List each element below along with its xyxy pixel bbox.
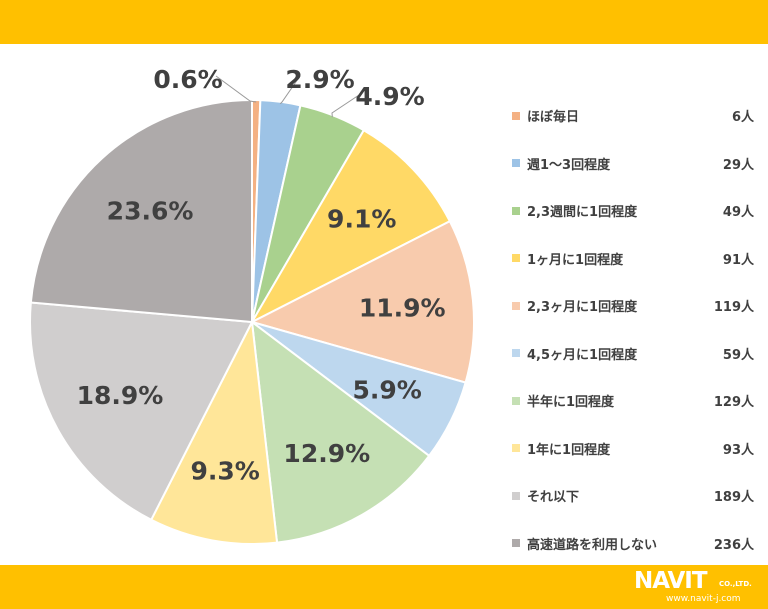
- legend-swatch: [512, 349, 520, 358]
- legend-count: 93人: [722, 442, 754, 458]
- legend-label: 高速道路を利用しない: [527, 537, 658, 553]
- legend-item: 週1～3回程度 29人: [512, 140, 762, 188]
- slice-percent-label: 9.3%: [190, 457, 259, 486]
- legend-item: 2,3週間に1回程度 49人: [512, 187, 762, 235]
- pie-chart: 0.6% 2.9%4.9% 9.1% 11.9% 5.9% 12.9% 9.3% 18.9% 2…: [29, 65, 475, 545]
- legend-label: 2,3ヶ月に1回程度: [527, 300, 638, 316]
- legend-swatch: [512, 444, 520, 453]
- legend-swatch: [512, 254, 520, 263]
- legend-label: 1ヶ月に1回程度: [527, 252, 624, 268]
- slice-percent-label: 23.6%: [107, 197, 194, 226]
- slice-percent-label: 11.9%: [359, 293, 446, 322]
- legend-item: 1年に1回程度 93人: [512, 425, 762, 473]
- logo-wordmark: NAVIT: [634, 568, 708, 594]
- legend-count: 236人: [713, 537, 754, 553]
- legend-label: 週1～3回程度: [527, 157, 611, 173]
- legend-item: 2,3ヶ月に1回程度 119人: [512, 282, 762, 330]
- legend-label: 2,3週間に1回程度: [527, 205, 638, 221]
- slice-percent-label: 9.1%: [327, 204, 396, 233]
- slice-percent-label: 0.6%: [153, 65, 222, 94]
- legend-item: 半年に1回程度 129人: [512, 377, 762, 425]
- bottom-banner: [0, 565, 768, 609]
- legend-swatch: [512, 301, 520, 310]
- legend-swatch: [512, 206, 520, 215]
- pie-slice: [29, 98, 253, 324]
- legend-count: 49人: [722, 205, 754, 221]
- slice-percent-label: 12.9%: [283, 439, 370, 468]
- slice-percent-label: 2.9%: [285, 65, 354, 94]
- pie-slice: [149, 318, 279, 545]
- legend-swatch: [512, 111, 520, 120]
- legend-item: ほぼ毎日 6人: [512, 92, 762, 140]
- slice-percent-label: 5.9%: [352, 375, 421, 404]
- chart-legend: ほぼ毎日 6人週1～3回程度 29人 2,3週間に1回程度 49人 1ヶ月に1回程度 91人…: [512, 92, 762, 567]
- navit-logo: NAVIT CO.,LTD. www.navit-j.com: [632, 566, 762, 608]
- legend-label: 4,5ヶ月に1回程度: [527, 347, 638, 363]
- legend-label: 半年に1回程度: [527, 395, 615, 411]
- legend-swatch: [512, 539, 520, 548]
- legend-swatch: [512, 491, 520, 500]
- legend-swatch: [512, 396, 520, 405]
- legend-count: 29人: [722, 157, 754, 173]
- pie-slice: [249, 219, 475, 384]
- legend-swatch: [512, 159, 520, 168]
- legend-count: 59人: [722, 347, 754, 363]
- legend-count: 91人: [722, 252, 754, 268]
- leader-line: [215, 75, 257, 103]
- legend-item: それ以下 189人: [512, 472, 762, 520]
- legend-label: ほぼ毎日: [527, 110, 580, 126]
- leader-line: [279, 75, 301, 105]
- pie-slice: [29, 301, 254, 522]
- legend-item: 4,5ヶ月に1回程度 59人: [512, 330, 762, 378]
- legend-count: 119人: [713, 300, 754, 316]
- logo-url: www.navit-j.com: [666, 594, 741, 604]
- legend-label: 1年に1回程度: [527, 442, 611, 458]
- top-banner: [0, 0, 768, 44]
- legend-count: 129人: [713, 395, 754, 411]
- pie-slice: [250, 319, 431, 544]
- legend-item: 高速道路を利用しない 236人: [512, 520, 762, 568]
- legend-count: 189人: [713, 490, 754, 506]
- leader-line: [331, 92, 363, 118]
- logo-company-suffix: CO.,LTD.: [719, 580, 752, 588]
- legend-count: 6人: [731, 110, 754, 126]
- legend-label: それ以下: [527, 490, 580, 506]
- pie-slice: [249, 128, 452, 325]
- slice-percent-label: 4.9%: [355, 82, 424, 111]
- legend-item: 1ヶ月に1回程度 91人: [512, 235, 762, 283]
- slice-percent-label: 18.9%: [77, 381, 164, 410]
